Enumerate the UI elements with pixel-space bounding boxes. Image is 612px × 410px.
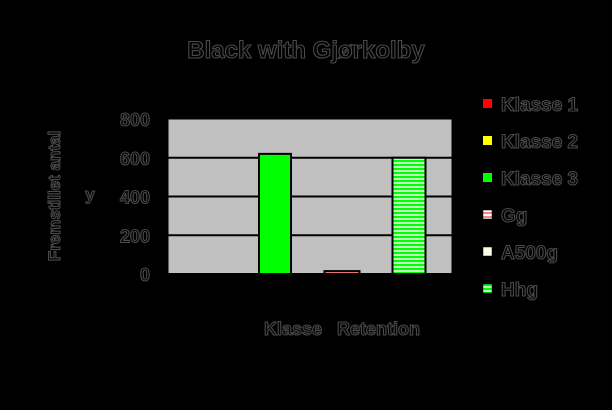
y-tick-label: 800 xyxy=(120,110,150,130)
legend-swatch xyxy=(483,99,492,108)
legend-label: Hhg xyxy=(501,280,538,301)
legend-swatch xyxy=(483,136,492,145)
chart-title: Black with Gjørkolby xyxy=(187,37,425,64)
legend-label: Klasse 2 xyxy=(501,132,578,153)
y-tick-label: 600 xyxy=(120,149,150,169)
y-axis-marker: y xyxy=(85,185,95,204)
legend-label: Gg xyxy=(501,206,527,227)
legend-swatch xyxy=(483,173,492,182)
legend-swatch xyxy=(482,246,493,257)
legend-swatch xyxy=(482,209,493,220)
legend: Klasse 1 Klasse 2 Klasse 3 Gg A500g Hhg xyxy=(482,94,579,302)
y-tick-label: 400 xyxy=(120,188,150,208)
y-axis-label: Fremstillet antal xyxy=(45,131,64,261)
bar-hhg xyxy=(391,156,427,275)
bars xyxy=(258,152,427,275)
legend-swatch xyxy=(482,283,493,294)
bar-gg xyxy=(323,270,361,275)
x-axis-label: Klasse Retention xyxy=(264,319,420,339)
legend-label: A500g xyxy=(501,243,558,264)
y-tick-label: 200 xyxy=(120,226,150,246)
legend-label: Klasse 1 xyxy=(501,95,579,116)
y-tick-labels: 0 200 400 600 800 xyxy=(119,109,150,285)
y-tick-label: 0 xyxy=(140,265,150,285)
legend-label: Klasse 3 xyxy=(501,169,578,190)
bar-klasse-3 xyxy=(258,152,292,275)
